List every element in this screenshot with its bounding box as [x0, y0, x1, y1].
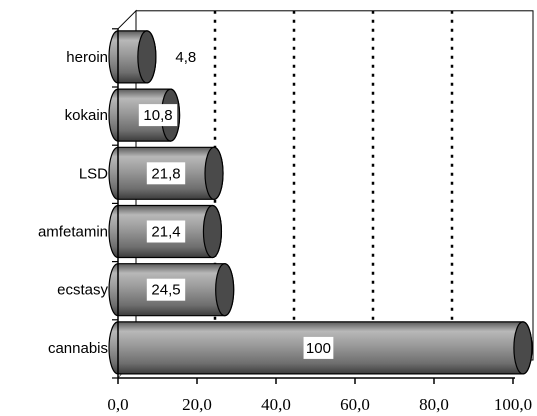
category-label: cannabis [48, 340, 108, 357]
data-label: 100 [306, 340, 331, 357]
bar-cap [215, 263, 235, 317]
data-label: 10,8 [143, 107, 172, 124]
category-label: kokain [65, 107, 108, 124]
x-tick-label: 20,0 [182, 395, 212, 414]
data-label: 24,5 [151, 282, 180, 299]
bar-heroin [108, 30, 157, 84]
data-label: 4,8 [175, 49, 196, 66]
category-label: heroin [66, 49, 108, 66]
x-tick-label: 60,0 [340, 395, 370, 414]
data-label: 21,8 [151, 165, 180, 182]
bar-cap [513, 321, 533, 375]
data-label: 21,4 [151, 224, 180, 241]
labels: cannabis 100 ecstasy 24,5 amfetamin 21,4 LSD 21… [38, 49, 532, 414]
data-label-box [303, 336, 334, 359]
axes [112, 28, 515, 384]
x-tick-label: 40,0 [261, 395, 291, 414]
data-label-box [146, 162, 186, 185]
bar-cap [137, 30, 157, 84]
x-tick-label: 0,0 [107, 395, 128, 414]
bar-cap [204, 146, 224, 200]
category-label: LSD [79, 165, 108, 182]
x-tick-label: 100,0 [494, 395, 532, 414]
data-label-box [146, 220, 186, 243]
category-label: amfetamin [38, 224, 108, 241]
x-tick-label: 80,0 [419, 395, 449, 414]
data-label-box [138, 104, 178, 127]
data-label-box [146, 278, 186, 301]
category-label: ecstasy [57, 282, 108, 299]
bar-cap [202, 204, 223, 259]
